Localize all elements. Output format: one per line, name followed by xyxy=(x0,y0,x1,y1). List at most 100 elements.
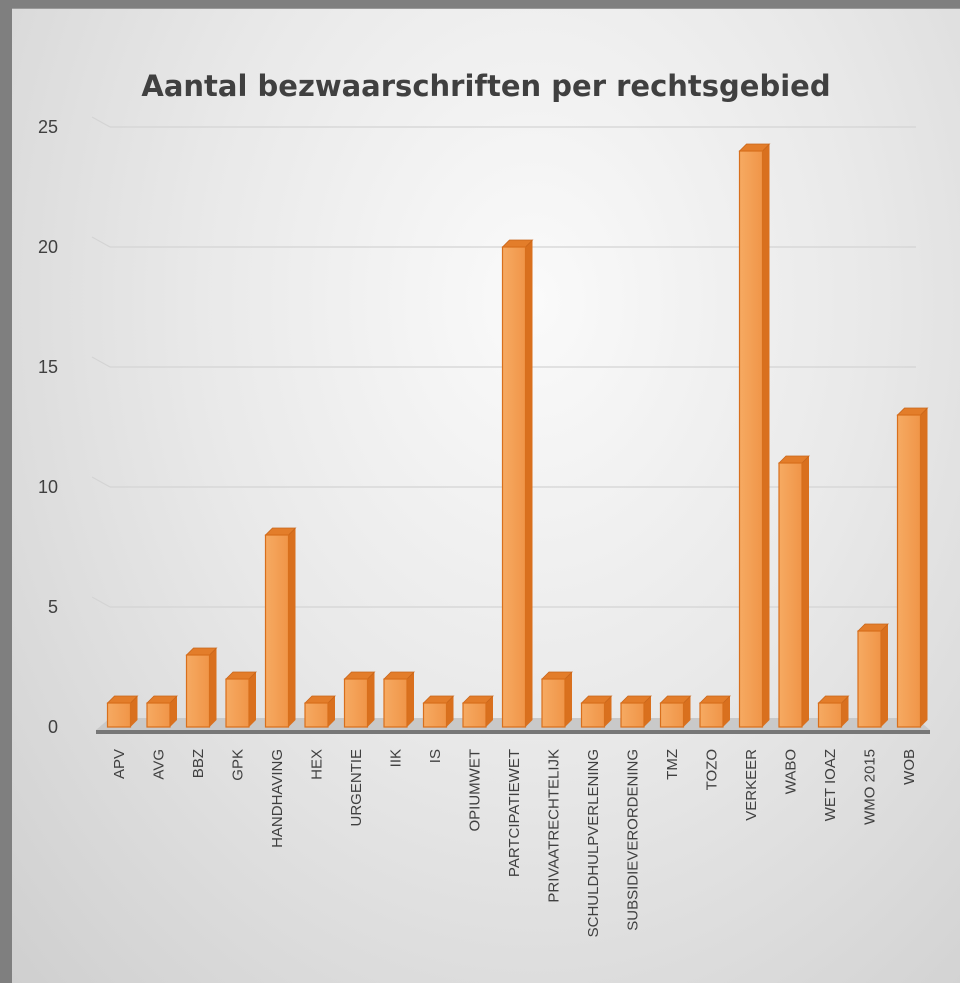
bars xyxy=(106,143,929,728)
bar-front xyxy=(541,678,566,728)
bar xyxy=(778,455,810,728)
x-tick-label: AVG xyxy=(151,749,168,780)
x-tick-label: PRIVAATRECHTELIJK xyxy=(546,749,563,903)
bar xyxy=(659,695,692,728)
x-tick-label: URGENTIE xyxy=(348,749,365,827)
bar xyxy=(462,695,494,728)
x-tick-label: TOZO xyxy=(704,749,721,790)
x-tick-label: IIK xyxy=(388,749,405,767)
bar-side xyxy=(881,624,888,727)
bar xyxy=(185,647,218,728)
bar-front xyxy=(383,678,408,728)
bar-side xyxy=(486,696,493,727)
bar-side xyxy=(288,528,296,727)
bar-front xyxy=(580,702,606,728)
bar-front xyxy=(422,702,448,728)
bar-side xyxy=(762,144,770,727)
bar-side xyxy=(644,696,651,727)
bar-side xyxy=(407,672,414,727)
bar-side xyxy=(920,408,928,727)
bar-side xyxy=(130,696,138,727)
x-tick-label: HEX xyxy=(309,749,326,780)
x-tick-label: SUBSIDIEVERORDENING xyxy=(625,749,642,931)
y-tick-label: 25 xyxy=(38,117,58,137)
bar-side xyxy=(565,672,572,727)
bar-front xyxy=(699,702,724,728)
bar-chart: 0 5 10 15 20 25 APV AVG BBZ GPK HANDHAVING HEX URGE… xyxy=(38,116,930,938)
y-tick-label: 0 xyxy=(48,717,58,737)
bar xyxy=(264,527,297,728)
bar xyxy=(620,695,652,728)
bar xyxy=(422,695,455,728)
bar-side xyxy=(683,696,691,727)
bar xyxy=(580,695,613,728)
bar-front xyxy=(817,702,843,728)
bar-side xyxy=(841,696,849,727)
y-tick-label: 15 xyxy=(38,357,58,377)
bar xyxy=(304,695,336,728)
x-tick-label: TMZ xyxy=(664,749,681,780)
bar xyxy=(383,671,415,728)
x-tick-label: BBZ xyxy=(190,749,207,778)
x-tick-label: WET IOAZ xyxy=(822,749,839,821)
bar-front xyxy=(620,702,645,728)
bar-side xyxy=(723,696,730,727)
bar-front xyxy=(146,702,171,728)
bar-front xyxy=(896,414,922,728)
gridline-depth xyxy=(91,236,111,248)
bar-front xyxy=(462,702,487,728)
x-axis-labels: APV AVG BBZ GPK HANDHAVING HEX URGENTIE IIK IS OP… xyxy=(111,749,918,938)
x-tick-label: WABO xyxy=(783,749,800,794)
y-tick-label: 10 xyxy=(38,477,58,497)
bar-side xyxy=(802,456,809,727)
y-axis-ticks: 0 5 10 15 20 25 xyxy=(38,117,58,737)
x-tick-label: WMO 2015 xyxy=(862,749,879,825)
bar-front xyxy=(304,702,329,728)
y-tick-label: 5 xyxy=(48,597,58,617)
gridline-depth xyxy=(91,476,111,488)
bar xyxy=(343,671,376,728)
x-tick-label: WOB xyxy=(901,749,918,785)
y-tick-label: 20 xyxy=(38,237,58,257)
bar-front xyxy=(343,678,369,728)
bar xyxy=(817,695,850,728)
bar xyxy=(738,143,771,728)
x-tick-label: PARTCIPATIEWET xyxy=(506,749,523,877)
bar-front xyxy=(185,654,211,728)
bar-front xyxy=(778,462,803,728)
bar-side xyxy=(170,696,177,727)
x-tick-label: APV xyxy=(111,749,128,779)
bar-side xyxy=(209,648,217,727)
gridline-depth xyxy=(91,596,111,608)
gridline-depth xyxy=(91,356,111,368)
bar xyxy=(225,671,257,728)
bar-front xyxy=(659,702,685,728)
bar-front xyxy=(264,534,290,728)
bar-front xyxy=(106,702,132,728)
bar xyxy=(699,695,731,728)
x-tick-label: VERKEER xyxy=(743,749,760,821)
floor-edge xyxy=(96,730,930,734)
chart-title: Aantal bezwaarschriften per rechtsgebied xyxy=(141,69,831,103)
bar xyxy=(106,695,139,728)
bar xyxy=(857,623,889,728)
bar-front xyxy=(501,246,527,728)
bar-side xyxy=(604,696,612,727)
x-tick-label: SCHULDHULPVERLENING xyxy=(585,749,602,937)
bar xyxy=(146,695,178,728)
chart-area: Aantal bezwaarschriften per rechtsgebied… xyxy=(12,8,960,983)
bar-side xyxy=(446,696,454,727)
bar xyxy=(501,239,534,728)
x-tick-label: GPK xyxy=(230,749,247,781)
bar-side xyxy=(367,672,375,727)
bar-front xyxy=(857,630,882,728)
bar xyxy=(896,407,929,728)
bar xyxy=(541,671,573,728)
bar-side xyxy=(328,696,335,727)
gridline-depth xyxy=(91,116,111,128)
x-tick-label: IS xyxy=(427,749,444,763)
x-tick-label: OPIUMWET xyxy=(467,749,484,832)
bar-front xyxy=(225,678,250,728)
x-tick-label: HANDHAVING xyxy=(269,749,286,848)
bar-side xyxy=(525,240,533,727)
